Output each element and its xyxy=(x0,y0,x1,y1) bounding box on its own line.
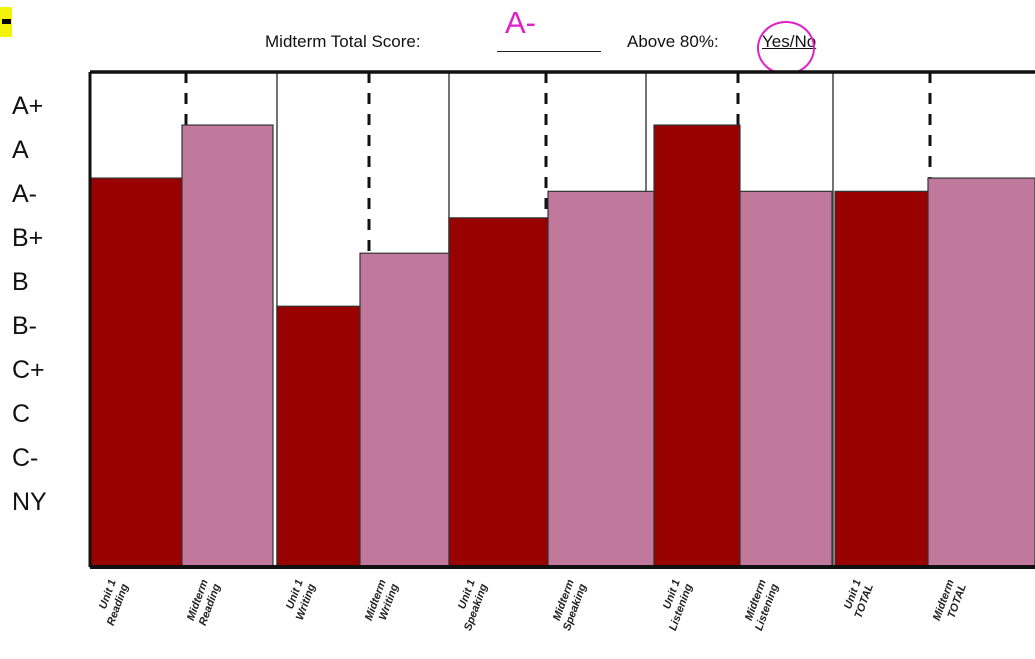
bar xyxy=(739,190,833,568)
above-80-label: Above 80%: xyxy=(627,32,719,51)
grade-label: A+ xyxy=(12,92,44,120)
grade-label: A xyxy=(12,136,29,164)
grade-label: C+ xyxy=(12,356,45,384)
highlight-mark xyxy=(0,7,12,37)
bar xyxy=(834,190,929,568)
grade-scale: A+ A A- B+ B B- C+ C C- NY xyxy=(12,84,47,524)
bar xyxy=(547,190,655,568)
bar xyxy=(276,305,361,568)
bar xyxy=(448,217,549,568)
bar xyxy=(181,124,274,568)
score-blank-line xyxy=(497,51,601,52)
bar xyxy=(89,177,183,568)
grade-label: NY xyxy=(12,488,47,516)
bar xyxy=(927,177,1035,568)
grade-label: B+ xyxy=(12,224,44,252)
bar xyxy=(653,124,741,568)
score-value: A- xyxy=(505,5,536,40)
grade-label: A- xyxy=(12,180,37,208)
grade-label: B- xyxy=(12,312,37,340)
grade-label: C- xyxy=(12,444,39,472)
bar xyxy=(359,252,450,568)
score-label: Midterm Total Score: xyxy=(265,32,421,51)
grade-label: B xyxy=(12,268,29,296)
chart-bars xyxy=(88,72,1035,569)
grade-label: C xyxy=(12,400,31,428)
